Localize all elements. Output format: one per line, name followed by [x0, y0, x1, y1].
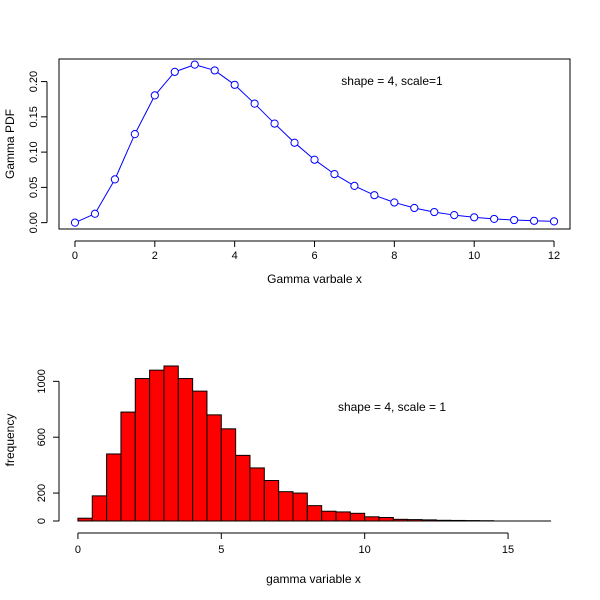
pdf-point [410, 203, 419, 213]
plot-frame [58, 58, 571, 230]
pdf-line-segment [276, 125, 293, 141]
pdf-line-segment [457, 214, 471, 218]
pdf-line-segment [156, 74, 173, 93]
histogram-bar [321, 510, 337, 522]
histogram-bar [220, 428, 237, 522]
x-tick-label: 6 [311, 250, 317, 262]
y-tick-label: 0 [36, 518, 48, 524]
y-tick-label: 0.10 [28, 141, 40, 162]
y-axis-title: Gamma PDF [3, 109, 17, 179]
pdf-point [290, 138, 299, 147]
histogram-bar [249, 467, 265, 522]
histogram-bar [149, 369, 165, 522]
x-axis-title: gamma variable x [266, 572, 361, 586]
x-tick-label: 0 [72, 250, 78, 262]
pdf-point [170, 67, 179, 76]
y-tick-label: 0.15 [28, 106, 40, 127]
x-tick-label: 8 [391, 250, 397, 262]
histogram-bar [235, 454, 251, 522]
pdf-point [490, 214, 499, 224]
pdf-line-segment [96, 182, 114, 211]
pdf-line-segment [317, 161, 332, 173]
pdf-point [250, 99, 259, 108]
histogram-bar [120, 411, 136, 522]
pdf-line-segment [217, 72, 233, 84]
x-axis-title: Gamma varbale x [267, 272, 362, 286]
pdf-line-segment [337, 175, 352, 185]
histogram-bar [177, 378, 194, 522]
pdf-point [310, 155, 319, 164]
pdf-point [190, 60, 199, 69]
y-tick-label: 0.00 [28, 212, 40, 233]
x-tick-label: 2 [152, 250, 158, 262]
histogram-bar [206, 414, 222, 522]
pdf-line-segment [437, 212, 451, 216]
pdf-point [70, 218, 80, 227]
y-tick-label: 0.20 [28, 71, 40, 92]
pdf-point [350, 181, 359, 191]
shape-scale-annotation: shape = 4, scale = 1 [338, 400, 446, 414]
pdf-point [150, 91, 159, 100]
pdf-point [370, 191, 379, 200]
pdf-point [529, 216, 539, 225]
pdf-point [450, 211, 459, 220]
histogram-bar [378, 517, 394, 522]
pdf-line-segment [177, 65, 192, 72]
pdf-line-segment [78, 214, 92, 222]
pdf-point [549, 217, 559, 226]
y-tick-label: 1000 [36, 369, 48, 393]
y-tick-label: 600 [36, 428, 48, 446]
pdf-line-segment [397, 202, 411, 208]
pdf-line-segment [477, 217, 491, 220]
pdf-line-segment [296, 144, 313, 158]
histogram-bar [335, 511, 351, 522]
y-tick-label: 200 [36, 484, 48, 502]
x-tick-label: 12 [548, 250, 560, 262]
pdf-line-segment [236, 86, 253, 102]
pdf-point [130, 130, 139, 139]
histogram-bar [349, 512, 366, 522]
pdf-line-segment [497, 218, 511, 221]
gamma-pdf-chart: 0 2 4 6 8 10 12 0.00 0.05 0.10 0.15 0.20 Gamma varba… [3, 58, 571, 286]
pdf-point [470, 213, 479, 222]
histogram-bar [192, 390, 208, 522]
x-tick-label: 15 [502, 544, 514, 556]
pdf-line-segment [198, 65, 212, 70]
pdf-point [210, 66, 219, 75]
pdf-line-segment [357, 186, 372, 195]
pdf-point [110, 175, 119, 184]
histogram-bar [306, 505, 323, 522]
pdf-point [430, 207, 439, 217]
histogram-bar [163, 365, 179, 522]
x-tick-label: 10 [359, 544, 371, 556]
pdf-line-segment [417, 208, 431, 212]
pdf-point [230, 80, 239, 89]
pdf-point [330, 170, 339, 179]
pdf-point [510, 215, 519, 225]
histogram-bar [263, 480, 280, 522]
histogram-bar [91, 495, 108, 522]
y-axis-title: frequency [3, 414, 17, 467]
pdf-line-segment [136, 98, 154, 132]
x-tick-label: 4 [232, 250, 238, 262]
pdf-line-segment [256, 105, 273, 122]
shape-scale-annotation: shape = 4, scale=1 [341, 74, 443, 88]
pdf-line-segment [377, 195, 392, 202]
pdf-point [270, 119, 279, 128]
pdf-line-segment [115, 137, 134, 177]
x-tick-label: 0 [75, 544, 81, 556]
histogram-bar [278, 491, 294, 522]
y-tick-label: 0.05 [28, 177, 40, 198]
x-tick-label: 5 [218, 544, 224, 556]
histogram-bar [364, 516, 380, 522]
histogram-bar [292, 492, 308, 522]
histogram-bar [106, 453, 122, 522]
x-tick-label: 10 [468, 250, 480, 262]
histogram-bar [134, 378, 151, 522]
pdf-point [390, 198, 399, 207]
gamma-histogram-chart: 0 5 10 15 0 200 600 1000 gamma variable x frequen… [3, 365, 552, 586]
pdf-point [90, 209, 100, 218]
